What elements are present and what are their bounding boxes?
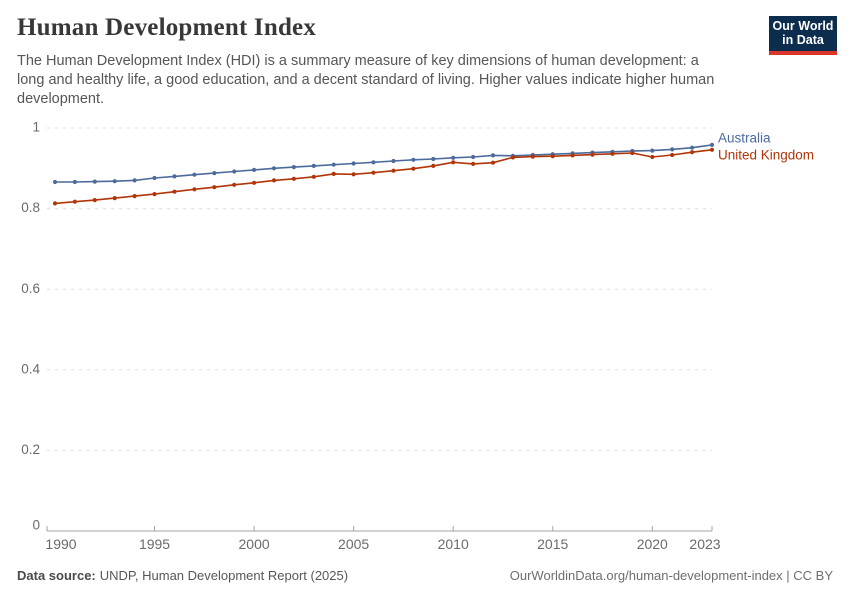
series-marker	[471, 161, 476, 166]
series-marker	[72, 179, 77, 185]
series-marker	[331, 162, 336, 167]
legend-label-australia[interactable]: Australia	[718, 130, 771, 145]
series-marker	[570, 153, 575, 158]
y-tick-label: 0.6	[21, 281, 40, 296]
series-marker	[530, 154, 535, 159]
series-marker	[112, 196, 117, 201]
series-marker	[252, 180, 257, 185]
x-tick-label: 2010	[438, 536, 469, 552]
data-source: Data source: UNDP, Human Development Repo…	[17, 568, 348, 583]
series-line-australia[interactable]	[55, 144, 713, 183]
series-marker	[451, 155, 456, 160]
series-marker	[351, 161, 356, 166]
y-tick-label: 1	[32, 120, 40, 135]
y-tick-label: 0.8	[21, 200, 40, 215]
owid-logo-red-bar	[769, 51, 837, 55]
chart-footer: Data source: UNDP, Human Development Repo…	[17, 568, 833, 583]
series-marker	[52, 179, 58, 185]
series-marker	[411, 166, 416, 171]
series-marker	[391, 158, 396, 164]
series-marker	[630, 150, 635, 156]
series-marker	[152, 175, 157, 181]
series-marker	[132, 178, 137, 183]
series-marker	[192, 187, 197, 192]
series-marker	[490, 153, 496, 158]
series-marker	[411, 157, 416, 162]
series-marker	[451, 160, 456, 165]
series-marker	[52, 201, 58, 206]
series-marker	[311, 163, 316, 168]
page-title: Human Development Index	[17, 14, 317, 41]
series-marker	[471, 154, 476, 160]
x-tick-label: 2005	[338, 536, 369, 552]
series-marker	[92, 179, 97, 184]
series-marker	[232, 169, 237, 174]
series-marker	[172, 189, 177, 194]
data-source-text: UNDP, Human Development Report (2025)	[99, 568, 349, 583]
x-tick-label: 1995	[139, 536, 170, 552]
series-marker	[709, 147, 715, 152]
series-marker	[311, 174, 316, 179]
series-marker	[431, 163, 436, 168]
series-marker	[271, 178, 277, 183]
series-marker	[271, 166, 277, 171]
series-marker	[650, 148, 655, 153]
series-marker	[550, 154, 555, 159]
series-marker	[192, 172, 197, 177]
series-marker	[232, 182, 237, 187]
series-marker	[72, 199, 77, 204]
series-marker	[670, 152, 675, 158]
owid-logo-text: Our World in Data	[769, 16, 837, 51]
series-marker	[650, 154, 655, 160]
series-marker	[490, 160, 496, 165]
series-marker	[510, 155, 515, 160]
series-marker	[112, 179, 117, 184]
y-tick-label: 0	[32, 518, 40, 533]
series-marker	[690, 150, 695, 155]
series-marker	[212, 171, 217, 176]
series-marker	[132, 194, 137, 199]
series-line-united-kingdom[interactable]	[54, 149, 713, 205]
y-tick-label: 0.2	[21, 442, 40, 457]
series-marker	[709, 142, 715, 147]
owid-logo[interactable]: Our World in Data	[769, 16, 837, 55]
x-tick-label: 2020	[637, 536, 668, 552]
y-tick-label: 0.4	[21, 361, 40, 376]
series-marker	[371, 170, 376, 175]
series-marker	[610, 151, 615, 156]
series-marker	[172, 174, 177, 179]
series-marker	[291, 165, 296, 170]
x-tick-label: 2023	[689, 536, 720, 552]
data-source-label: Data source:	[17, 568, 96, 583]
series-marker	[252, 167, 257, 172]
legend-label-united-kingdom[interactable]: United Kingdom	[718, 147, 814, 162]
series-marker	[670, 147, 675, 152]
series-marker	[331, 171, 336, 176]
series-marker	[291, 176, 296, 181]
series-marker	[92, 198, 97, 203]
series-marker	[152, 192, 157, 197]
series-marker	[391, 168, 396, 173]
credit-link[interactable]: OurWorldinData.org/human-development-ind…	[509, 568, 833, 583]
chart-subtitle: The Human Development Index (HDI) is a s…	[17, 53, 715, 108]
series-marker	[212, 185, 217, 190]
series-marker	[371, 160, 376, 165]
series-marker	[590, 152, 595, 157]
series-marker	[431, 156, 436, 162]
series-marker	[690, 145, 695, 150]
x-tick-label: 2015	[537, 536, 568, 552]
x-tick-label: 2000	[239, 536, 270, 552]
x-tick-label: 1990	[45, 536, 76, 552]
series-marker	[351, 172, 356, 177]
